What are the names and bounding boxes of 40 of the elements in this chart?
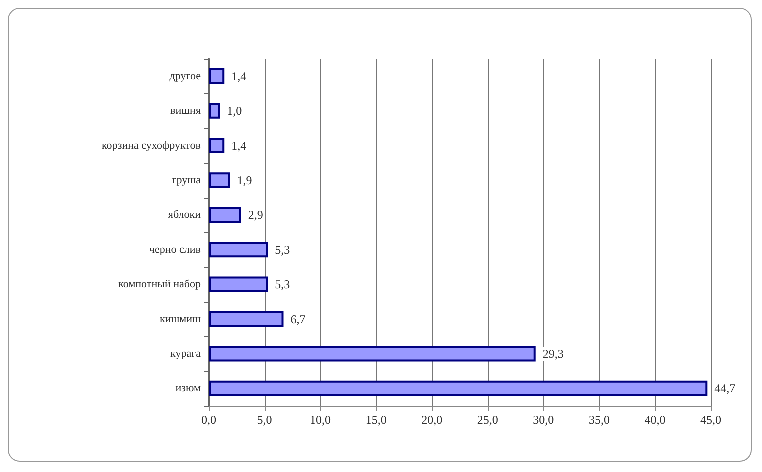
bar — [209, 207, 242, 223]
data-label: 44,7 — [714, 382, 736, 396]
y-tick-label: изюм — [176, 382, 202, 395]
x-tick-label: 15,0 — [366, 413, 387, 427]
data-label: 1,9 — [237, 173, 252, 188]
x-tick-label: 5,0 — [257, 413, 272, 427]
bar — [209, 138, 225, 154]
bar — [209, 242, 268, 258]
y-tick-label: яблоки — [168, 209, 202, 222]
x-tick-label: 25,0 — [477, 413, 498, 427]
y-tick-label: корзина сухофруктов — [102, 140, 201, 152]
y-tick-label: черно слив — [149, 244, 201, 256]
bar — [209, 172, 230, 188]
data-label: 1,4 — [232, 138, 247, 153]
x-tick-label: 35,0 — [588, 413, 610, 427]
data-label: 5,3 — [275, 242, 290, 257]
x-tick-label: 45,0 — [700, 413, 722, 427]
data-label: 1,0 — [227, 104, 242, 118]
x-tick-label: 30,0 — [533, 413, 554, 427]
data-label: 5,3 — [275, 278, 290, 292]
x-tick-label: 20,0 — [422, 413, 443, 427]
bar — [209, 311, 284, 328]
data-label: 6,7 — [290, 312, 306, 326]
x-tick-label: 0,0 — [202, 413, 216, 427]
y-tick-label: груша — [172, 174, 202, 186]
y-tick-label: курага — [170, 348, 202, 360]
y-tick-label: кишмиш — [160, 313, 202, 326]
x-tick-label: 10,0 — [310, 413, 332, 427]
y-tick-label: другое — [170, 70, 202, 82]
y-tick-label: вишня — [170, 105, 201, 118]
bar — [209, 103, 220, 119]
bar — [209, 380, 708, 396]
y-tick-label: компотный набор — [118, 278, 202, 291]
bar — [209, 276, 268, 292]
data-label: 2,9 — [248, 208, 264, 222]
data-label: 29,3 — [542, 346, 564, 361]
bar — [209, 68, 225, 84]
bar — [209, 346, 536, 362]
data-label: 1,4 — [232, 69, 247, 84]
x-tick-label: 40,0 — [644, 413, 666, 427]
